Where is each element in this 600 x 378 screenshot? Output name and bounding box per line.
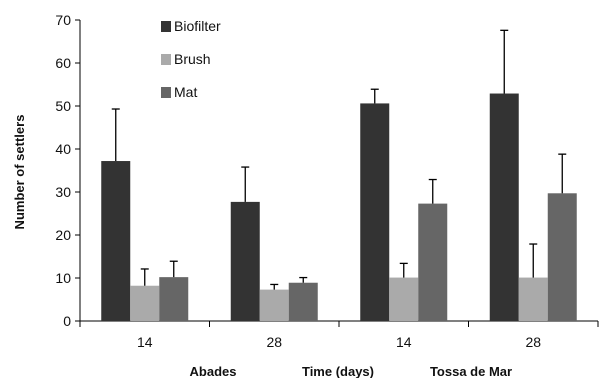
x-tick-label: 14: [396, 334, 412, 350]
bar: [130, 285, 160, 321]
bar: [418, 203, 448, 321]
bar: [288, 282, 318, 321]
y-tick-label: 30: [55, 184, 71, 200]
x-tick-label: 28: [266, 334, 282, 350]
x-tick-label: 14: [137, 334, 153, 350]
legend-label: Mat: [174, 84, 197, 100]
bar: [547, 193, 577, 321]
legend-swatch: [161, 87, 171, 98]
y-tick-label: 40: [55, 141, 71, 157]
bar: [518, 277, 548, 321]
y-axis-title: Number of settlers: [12, 115, 27, 230]
bar: [159, 277, 189, 321]
legend-label: Biofilter: [174, 18, 221, 34]
site-group-label: Abades: [190, 364, 237, 378]
legend-label: Brush: [174, 51, 211, 67]
legend-swatch: [161, 21, 171, 32]
x-axis-title: Time (days): [302, 364, 374, 378]
y-tick-label: 20: [55, 227, 71, 243]
bars: [101, 29, 577, 321]
y-tick-label: 0: [63, 313, 71, 329]
bar: [360, 103, 390, 321]
y-tick-label: 50: [55, 98, 71, 114]
y-tick-label: 70: [55, 12, 71, 28]
bar: [489, 93, 519, 321]
bar: [389, 277, 419, 321]
legend: Biofilter Brush Mat: [161, 18, 221, 100]
bar: [259, 289, 289, 321]
legend-swatch: [161, 54, 171, 65]
site-group-label: Tossa de Mar: [430, 364, 512, 378]
y-axis: 0 10 20 30 40 50 60 70: [55, 12, 81, 329]
y-tick-label: 10: [55, 270, 71, 286]
x-tick-label: 28: [525, 334, 541, 350]
bar: [101, 161, 131, 321]
y-tick-label: 60: [55, 55, 71, 71]
bar: [230, 201, 260, 321]
